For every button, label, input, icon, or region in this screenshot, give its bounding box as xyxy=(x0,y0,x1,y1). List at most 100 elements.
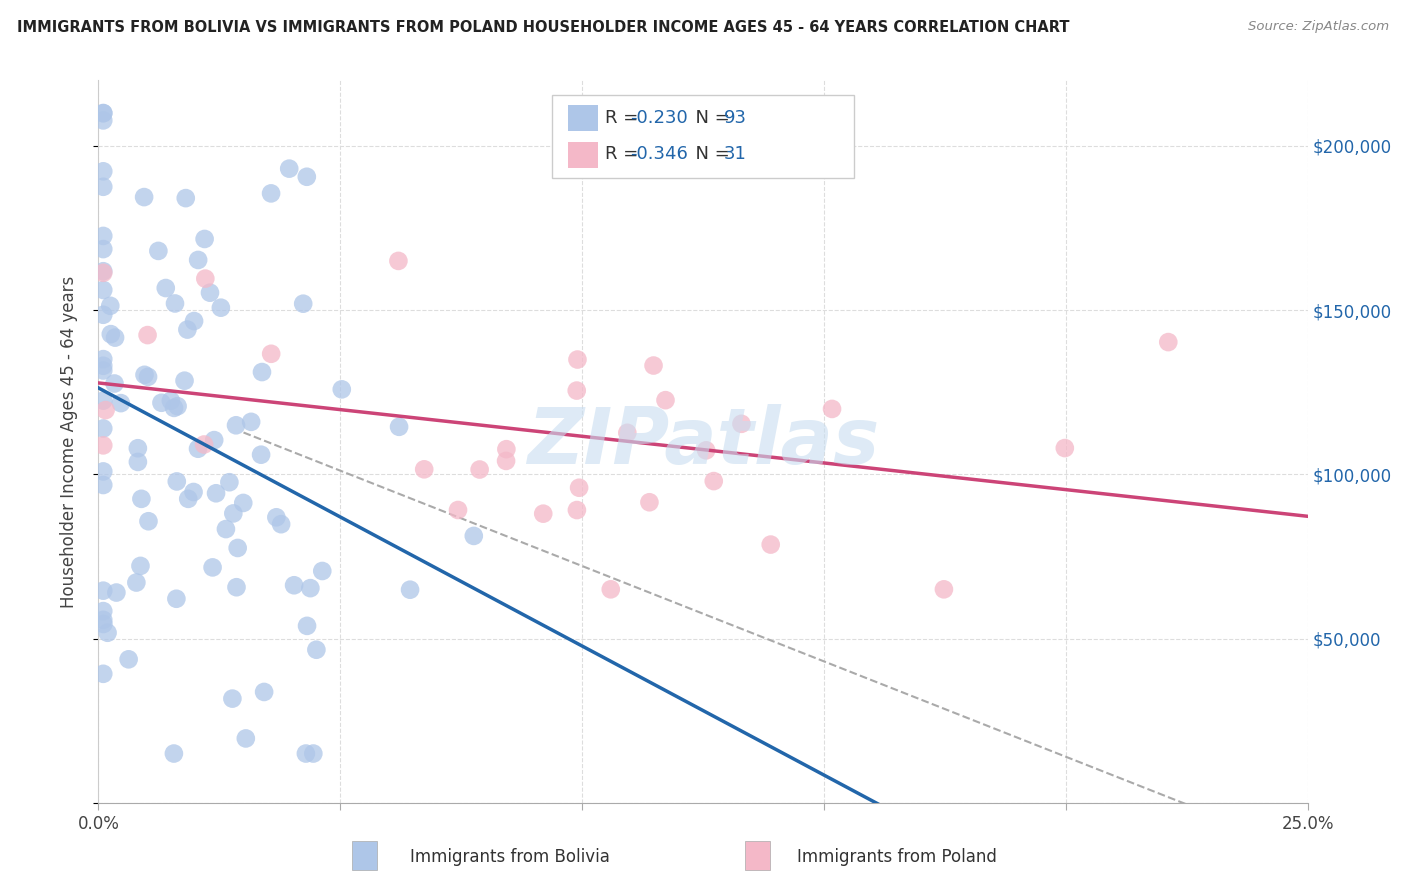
Point xyxy=(166,475,188,489)
Point xyxy=(266,510,288,524)
Point xyxy=(198,285,221,300)
Point xyxy=(616,425,638,440)
Point xyxy=(97,625,120,640)
Point xyxy=(278,161,301,176)
Point xyxy=(176,322,198,336)
Point xyxy=(568,481,591,495)
Point xyxy=(295,169,318,184)
Point xyxy=(311,564,333,578)
Text: R =: R = xyxy=(605,109,644,128)
Point xyxy=(129,558,152,573)
Point xyxy=(759,538,782,552)
Point xyxy=(253,685,276,699)
Point xyxy=(91,283,114,297)
Point xyxy=(165,591,187,606)
FancyBboxPatch shape xyxy=(568,105,598,131)
Point xyxy=(98,299,121,313)
Point xyxy=(125,575,148,590)
Point xyxy=(283,578,305,592)
Point xyxy=(150,396,173,410)
Point xyxy=(91,438,114,452)
Point xyxy=(91,583,114,598)
Point xyxy=(330,382,353,396)
Text: N =: N = xyxy=(683,145,735,163)
Point xyxy=(468,462,491,476)
Text: 93: 93 xyxy=(724,109,747,128)
Point xyxy=(202,433,225,447)
Point xyxy=(91,421,114,435)
Point xyxy=(104,330,127,344)
Point xyxy=(91,604,114,618)
Point xyxy=(105,585,128,599)
Point xyxy=(91,308,114,322)
Text: Immigrants from Poland: Immigrants from Poland xyxy=(797,848,997,866)
Point xyxy=(531,507,554,521)
Point xyxy=(100,327,122,342)
Point xyxy=(299,581,322,595)
Point xyxy=(387,253,409,268)
Point xyxy=(148,244,170,258)
Point xyxy=(821,401,844,416)
Point xyxy=(292,296,315,310)
Point xyxy=(399,582,422,597)
Point xyxy=(136,328,159,343)
Point xyxy=(136,369,159,384)
Point xyxy=(250,448,273,462)
Text: N =: N = xyxy=(683,109,735,128)
Point xyxy=(174,191,197,205)
Y-axis label: Householder Income Ages 45 - 64 years: Householder Income Ages 45 - 64 years xyxy=(59,276,77,607)
Point xyxy=(209,301,232,315)
Point xyxy=(295,619,318,633)
Point xyxy=(91,266,114,280)
Point xyxy=(91,464,114,478)
Point xyxy=(695,443,717,458)
Point xyxy=(155,281,177,295)
Point xyxy=(91,666,114,681)
Point xyxy=(226,541,249,555)
Point xyxy=(166,399,188,413)
Point xyxy=(187,442,209,456)
Point xyxy=(138,514,160,528)
Point xyxy=(730,417,752,431)
Text: IMMIGRANTS FROM BOLIVIA VS IMMIGRANTS FROM POLAND HOUSEHOLDER INCOME AGES 45 - 6: IMMIGRANTS FROM BOLIVIA VS IMMIGRANTS FR… xyxy=(17,20,1070,35)
Point xyxy=(91,478,114,492)
Point xyxy=(187,252,209,267)
Point xyxy=(194,232,217,246)
Point xyxy=(250,365,273,379)
Point xyxy=(91,113,114,128)
Point xyxy=(110,396,132,410)
Point xyxy=(91,242,114,256)
FancyBboxPatch shape xyxy=(568,143,598,169)
Point xyxy=(260,347,283,361)
Point xyxy=(232,496,254,510)
Point xyxy=(194,271,217,285)
Point xyxy=(305,642,328,657)
Point xyxy=(654,393,676,408)
Point xyxy=(215,522,238,536)
Point xyxy=(91,613,114,627)
Text: -0.346: -0.346 xyxy=(630,145,689,163)
Point xyxy=(173,374,195,388)
Point xyxy=(1157,335,1180,350)
Point xyxy=(260,186,283,201)
Point xyxy=(225,418,247,433)
Point xyxy=(295,747,318,761)
Point xyxy=(225,580,247,594)
Point xyxy=(643,359,665,373)
Point xyxy=(193,437,215,451)
Point xyxy=(565,384,588,398)
Point xyxy=(218,475,240,490)
Point xyxy=(201,560,224,574)
Point xyxy=(163,401,186,415)
Point xyxy=(205,486,228,500)
FancyBboxPatch shape xyxy=(353,841,377,870)
Point xyxy=(163,296,186,310)
Point xyxy=(91,228,114,243)
Point xyxy=(388,419,411,434)
Point xyxy=(127,455,149,469)
Point xyxy=(91,393,114,408)
Text: Immigrants from Bolivia: Immigrants from Bolivia xyxy=(409,848,609,866)
FancyBboxPatch shape xyxy=(745,841,769,870)
Point xyxy=(1053,441,1076,455)
Point xyxy=(134,368,156,382)
